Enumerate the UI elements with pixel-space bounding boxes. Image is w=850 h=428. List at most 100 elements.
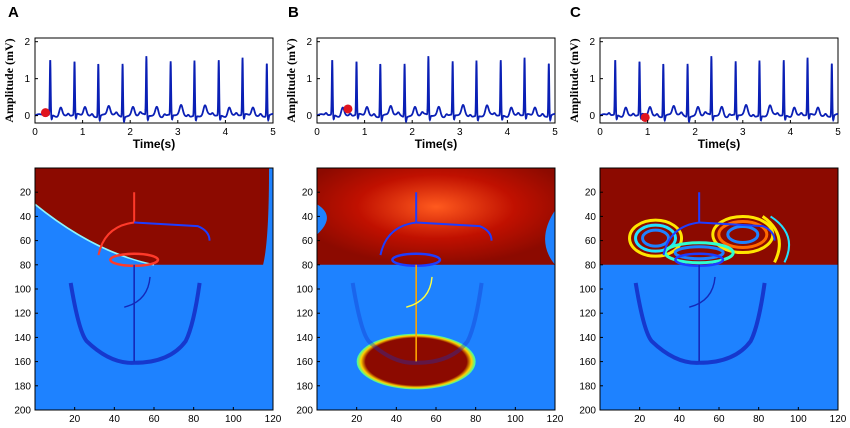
x-tick-label: 4 [223, 127, 229, 138]
y-tick-label: 0 [589, 111, 595, 122]
map-y-tick-label: 20 [585, 188, 597, 199]
map-x-tick-label: 40 [391, 414, 403, 425]
map-x-tick-label: 80 [753, 414, 765, 425]
map-x-tick-label: 40 [674, 414, 686, 425]
map-x-tick-label: 60 [148, 414, 160, 425]
x-tick-label: 1 [362, 127, 368, 138]
map-x-tick-label: 120 [265, 414, 282, 425]
ecg-time-marker [40, 108, 50, 118]
map-x-tick-label: 20 [69, 414, 81, 425]
map-x-tick-label: 120 [830, 414, 847, 425]
ecg-axes-box [34, 37, 274, 124]
y-tick-label: 2 [589, 37, 595, 48]
map-y-tick-label: 160 [296, 357, 313, 368]
ecg-y-title: Amplitude (mV) [2, 38, 16, 122]
x-tick-label: 0 [597, 127, 603, 138]
map-x-tick-label: 40 [109, 414, 121, 425]
ecg-time-marker [640, 112, 650, 122]
map-y-tick-label: 120 [579, 309, 596, 320]
map-x-tick-label: 80 [188, 414, 200, 425]
x-tick-label: 4 [788, 127, 794, 138]
map-y-tick-label: 80 [585, 260, 597, 271]
map-y-tick-label: 60 [585, 236, 597, 247]
activated-region [317, 168, 555, 265]
ventricular-activation [356, 333, 476, 390]
map-y-tick-label: 140 [296, 333, 313, 344]
map-y-tick-label: 200 [14, 406, 31, 417]
map-y-tick-label: 40 [302, 212, 314, 223]
conduction-system [350, 192, 493, 365]
wavefront [35, 203, 155, 266]
map-x-tick-label: 120 [547, 414, 564, 425]
x-tick-label: 3 [175, 127, 181, 138]
map-x-tick-label: 20 [351, 414, 363, 425]
ecg-y-title: Amplitude (mV) [567, 38, 581, 122]
x-tick-label: 2 [127, 127, 133, 138]
ventricle-wall [633, 282, 767, 365]
map-y-tick-label: 200 [579, 406, 596, 417]
map-x-tick-label: 20 [634, 414, 646, 425]
map-y-tick-label: 140 [579, 333, 596, 344]
panel-label: C [570, 4, 581, 21]
map-y-tick-label: 160 [579, 357, 596, 368]
ecg-x-title: Time(s) [133, 137, 175, 151]
ventricle-wall [350, 282, 484, 365]
map-x-tick-label: 60 [713, 414, 725, 425]
map-y-tick-label: 100 [579, 285, 596, 296]
map-y-tick-label: 180 [579, 381, 596, 392]
map-y-tick-label: 40 [20, 212, 32, 223]
map-y-tick-label: 140 [14, 333, 31, 344]
map-y-tick-label: 60 [20, 236, 32, 247]
map-y-tick-label: 80 [302, 260, 314, 271]
x-tick-label: 5 [270, 127, 276, 138]
y-tick-label: 1 [306, 74, 312, 85]
panel-label: B [288, 4, 299, 21]
activation-map: 20 40 60 80 100 120 20 40 60 80 100 120 140 160 180 200 [296, 167, 564, 425]
y-tick-label: 2 [24, 37, 30, 48]
y-tick-label: 1 [589, 74, 595, 85]
map-x-tick-label: 100 [225, 414, 242, 425]
x-tick-label: 0 [314, 127, 320, 138]
map-y-tick-label: 180 [296, 381, 313, 392]
map-y-tick-label: 100 [14, 285, 31, 296]
map-x-tick-label: 60 [430, 414, 442, 425]
map-y-tick-label: 100 [296, 285, 313, 296]
ecg-x-title: Time(s) [415, 137, 457, 151]
activation-map: 20 40 60 80 100 120 20 40 60 80 100 120 140 160 180 200 [14, 167, 282, 425]
ecg-trace [316, 56, 556, 124]
y-tick-label: 0 [24, 111, 30, 122]
x-tick-label: 3 [740, 127, 746, 138]
map-y-tick-label: 80 [20, 260, 32, 271]
panel-label: A [8, 4, 19, 21]
map-y-tick-label: 160 [14, 357, 31, 368]
ventricle-wall [68, 282, 202, 365]
y-tick-label: 0 [306, 111, 312, 122]
x-tick-label: 1 [80, 127, 86, 138]
x-tick-label: 2 [409, 127, 415, 138]
ecg-trace [34, 56, 274, 124]
conduction-system [68, 192, 211, 365]
x-tick-label: 0 [32, 127, 38, 138]
map-y-tick-label: 40 [585, 212, 597, 223]
map-y-tick-label: 60 [302, 236, 314, 247]
map-x-tick-label: 80 [470, 414, 482, 425]
ecg-y-title: Amplitude (mV) [284, 38, 298, 122]
map-y-tick-label: 120 [296, 309, 313, 320]
x-tick-label: 3 [457, 127, 463, 138]
y-tick-label: 2 [306, 37, 312, 48]
x-tick-label: 5 [552, 127, 558, 138]
map-x-tick-label: 100 [507, 414, 524, 425]
ecg-axes-box [599, 37, 839, 124]
map-y-tick-label: 200 [296, 406, 313, 417]
y-tick-label: 1 [24, 74, 30, 85]
activation-map: 20 40 60 80 100 120 20 40 60 80 100 120 140 160 180 200 [579, 167, 847, 425]
map-x-tick-label: 100 [790, 414, 807, 425]
map-y-tick-label: 20 [20, 188, 32, 199]
